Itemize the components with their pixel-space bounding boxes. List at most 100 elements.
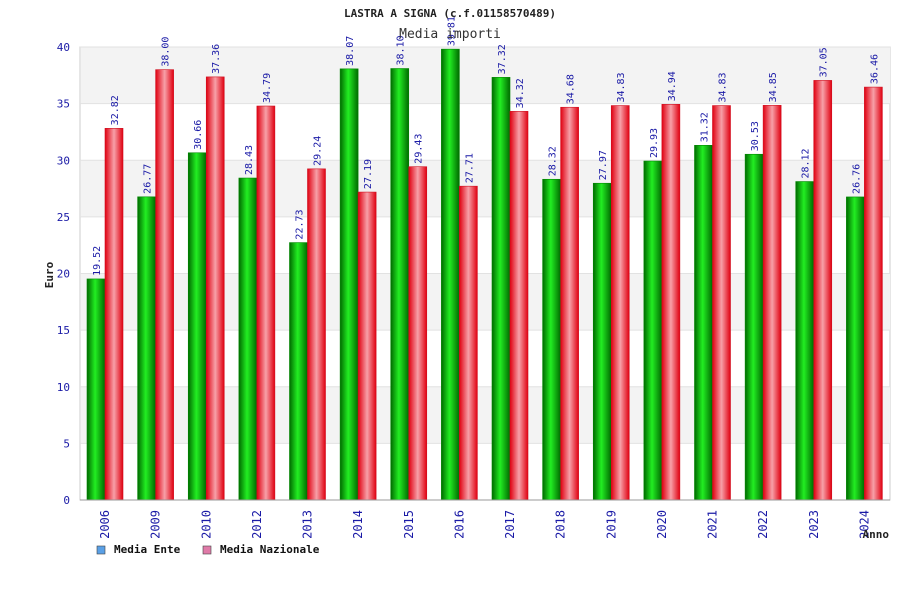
bar-media-ente-2009: [137, 196, 156, 501]
y-tick-label: 35: [57, 98, 70, 111]
value-label-media-ente-2022: 30.53: [750, 121, 761, 151]
legend-swatch-media-nazionale: [202, 545, 212, 555]
x-tick-label-2014: 2014: [351, 510, 365, 539]
x-tick-label-2015: 2015: [402, 510, 416, 539]
value-label-media-ente-2009: 26.77: [143, 164, 154, 194]
x-tick-label-2020: 2020: [655, 510, 669, 539]
x-tick-label-2012: 2012: [250, 510, 264, 539]
value-label-media-ente-2020: 29.93: [649, 128, 660, 158]
x-axis-title: Anno: [863, 528, 890, 541]
x-tick-label-2010: 2010: [199, 510, 213, 539]
bar-media-nazionale-2015: [408, 166, 428, 501]
x-tick-label-2019: 2019: [604, 510, 618, 539]
value-label-media-ente-2023: 28.12: [801, 148, 812, 178]
bar-media-nazionale-2018: [560, 106, 579, 501]
value-label-media-ente-2024: 26.76: [851, 164, 862, 194]
bar-media-nazionale-2013: [307, 168, 326, 501]
value-label-media-nazionale-2016: 27.71: [464, 153, 475, 183]
value-label-media-nazionale-2014: 27.19: [363, 159, 374, 189]
x-tick-label-2016: 2016: [452, 510, 466, 539]
bar-media-ente-2014: [339, 68, 359, 501]
bar-media-nazionale-2014: [357, 191, 377, 501]
y-tick-label: 10: [57, 381, 70, 394]
bar-media-nazionale-2016: [459, 185, 478, 501]
bar-media-ente-2017: [491, 77, 511, 501]
y-tick-label: 20: [57, 268, 70, 281]
bar-media-ente-2019: [592, 182, 612, 501]
bar-media-ente-2021: [694, 145, 713, 501]
value-label-media-nazionale-2021: 34.83: [718, 72, 729, 102]
x-tick-label-2022: 2022: [756, 510, 770, 539]
y-tick-label: 0: [63, 494, 70, 507]
bar-media-nazionale-2010: [205, 76, 225, 501]
bar-media-ente-2018: [542, 178, 561, 501]
x-tick-label-2023: 2023: [807, 510, 821, 539]
bar-media-ente-2022: [744, 153, 764, 501]
value-label-media-nazionale-2018: 34.68: [566, 74, 577, 104]
bar-media-nazionale-2020: [661, 104, 681, 501]
bar-media-ente-2015: [390, 68, 410, 501]
legend-swatch-media-ente: [96, 545, 106, 555]
y-tick-label: 25: [57, 211, 70, 224]
value-label-media-nazionale-2012: 34.79: [262, 73, 273, 103]
value-label-media-ente-2016: 39.81: [446, 16, 457, 46]
x-tick-label-2017: 2017: [503, 510, 517, 539]
value-label-media-nazionale-2024: 36.46: [869, 54, 880, 84]
value-label-media-nazionale-2017: 34.32: [515, 78, 526, 108]
y-tick-label: 5: [63, 437, 70, 450]
y-tick-label: 15: [57, 324, 70, 337]
value-label-media-nazionale-2010: 37.36: [211, 44, 222, 74]
x-tick-label-2021: 2021: [706, 510, 720, 539]
value-label-media-nazionale-2022: 34.85: [768, 72, 779, 102]
bar-media-nazionale-2019: [610, 105, 630, 501]
bar-media-ente-2013: [289, 242, 308, 501]
bar-media-nazionale-2021: [712, 105, 731, 501]
legend-label-media-ente: Media Ente: [114, 543, 181, 556]
value-label-media-ente-2012: 28.43: [244, 145, 255, 175]
legend: Media Ente Media Nazionale: [96, 543, 320, 556]
x-tick-label-2006: 2006: [98, 510, 112, 539]
value-label-media-nazionale-2019: 34.83: [616, 72, 627, 102]
y-axis-ticks: 0 5 10 15 20 25 30 35 40: [57, 41, 70, 507]
value-label-media-ente-2017: 37.32: [497, 44, 508, 74]
bar-media-ente-2012: [238, 177, 258, 501]
bars: [86, 48, 883, 501]
value-label-media-nazionale-2015: 29.43: [414, 134, 425, 164]
value-label-media-nazionale-2023: 37.05: [819, 47, 830, 77]
bar-media-ente-2006: [86, 278, 106, 501]
value-label-media-ente-2014: 38.07: [345, 36, 356, 66]
bar-media-nazionale-2023: [813, 80, 833, 501]
value-label-media-nazionale-2009: 38.00: [161, 37, 172, 67]
bar-media-ente-2020: [643, 160, 663, 501]
x-axis-ticks: 2006 2009 2010 2012 2013 2014 2015 2016 2017 2018…: [98, 510, 871, 539]
bar-media-nazionale-2012: [256, 105, 276, 501]
y-tick-label: 40: [57, 41, 70, 54]
bar-media-nazionale-2024: [864, 86, 883, 501]
bar-media-nazionale-2022: [762, 105, 782, 501]
value-label-media-ente-2018: 28.32: [548, 146, 559, 176]
value-label-media-nazionale-2006: 32.82: [110, 95, 121, 125]
value-label-media-nazionale-2013: 29.24: [313, 136, 324, 166]
bar-media-ente-2010: [187, 152, 207, 501]
legend-label-media-nazionale: Media Nazionale: [220, 543, 320, 556]
y-tick-label: 30: [57, 154, 70, 167]
value-label-media-ente-2015: 38.10: [396, 35, 407, 65]
bar-media-nazionale-2009: [155, 69, 174, 501]
chart-subtitle: Media importi: [399, 27, 501, 42]
y-axis-title: Euro: [43, 261, 56, 288]
value-label-media-ente-2010: 30.66: [193, 120, 204, 150]
value-label-media-nazionale-2020: 34.94: [667, 71, 678, 101]
bar-media-nazionale-2017: [509, 111, 529, 501]
value-label-media-ente-2013: 22.73: [295, 209, 306, 239]
x-tick-label-2024: 2024: [857, 510, 871, 539]
value-label-media-ente-2019: 27.97: [598, 150, 609, 180]
bar-media-ente-2016: [441, 48, 460, 501]
bar-media-nazionale-2006: [104, 128, 124, 501]
x-tick-label-2018: 2018: [554, 510, 568, 539]
bar-media-ente-2023: [795, 181, 815, 501]
chart-title: LASTRA A SIGNA (c.f.01158570489): [344, 7, 556, 20]
value-labels: 19.52 32.82 26.77 38.00 30.66 37.36 28.43 34.79…: [92, 16, 880, 276]
x-tick-label-2013: 2013: [301, 510, 315, 539]
value-label-media-ente-2006: 19.52: [92, 246, 103, 276]
